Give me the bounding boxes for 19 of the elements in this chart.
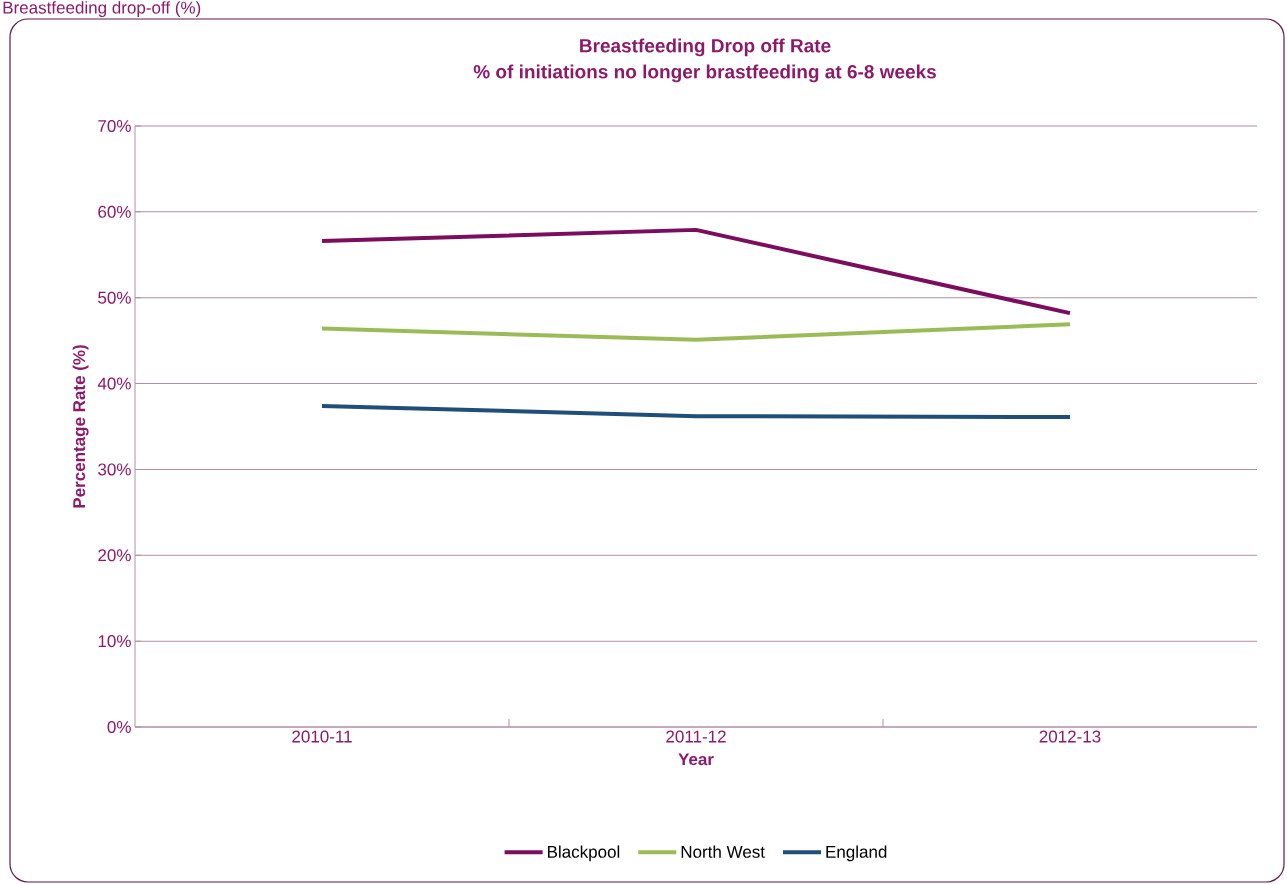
chart-subtitle: % of initiations no longer brastfeeding at 6-8 weeks	[473, 64, 936, 83]
y-tick-label: 60%	[98, 205, 131, 218]
y-tick-label: 50%	[98, 291, 131, 304]
legend-label: Blackpool	[547, 845, 620, 862]
y-tick-label: 40%	[97, 377, 131, 390]
y-tick-label: 30%	[98, 463, 131, 476]
legend-label: England	[826, 845, 887, 862]
x-tick-label: 2012-13	[1039, 730, 1101, 743]
legend-label: North West	[681, 845, 765, 858]
text: Breastfeeding drop-off (%)	[3, 1, 201, 18]
chart-title: Breastfeeding Drop off Rate	[580, 38, 831, 57]
x-axis-title: Year	[678, 753, 714, 766]
y-tick-label: 70%	[98, 119, 131, 133]
y-tick-label: 20%	[98, 549, 131, 562]
y-tick-label: 10%	[98, 635, 131, 648]
x-tick-label: 2011-12	[666, 730, 726, 743]
y-tick-label: 0%	[107, 720, 131, 734]
y-axis-title: Percentage Rate (%)	[72, 345, 89, 508]
x-tick-label: 2010-11	[292, 730, 352, 743]
